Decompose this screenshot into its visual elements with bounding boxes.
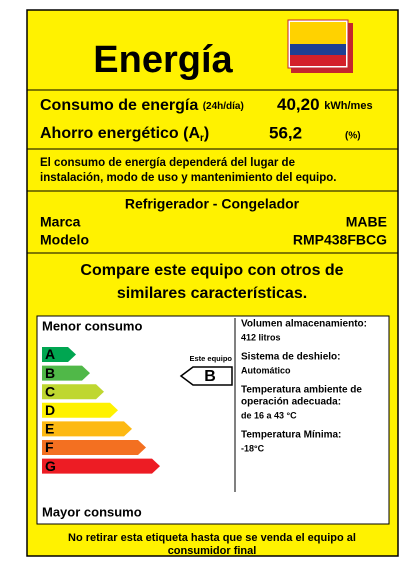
notice-line: El consumo de energía dependerá del luga… (40, 157, 295, 169)
spec-value: -18°C (241, 443, 265, 453)
rating-pointer (179, 366, 233, 386)
scale-class: B (45, 365, 55, 381)
consumption-label: Consumo de energía (24h/día) (40, 97, 244, 114)
savings-unit: (%) (345, 131, 361, 142)
rating: B (204, 368, 216, 385)
spec-value: 412 litros (241, 332, 281, 342)
scale-bar (42, 440, 146, 455)
spec-value: Automático (241, 365, 291, 375)
spec-label: Temperatura ambiente de (241, 385, 362, 396)
brand-label: Marca (40, 214, 81, 230)
consumption-value: 40,20 kWh/mes (277, 95, 373, 114)
scale-class: C (45, 383, 55, 399)
spec-value: de 16 a 43 °C (241, 410, 297, 420)
scale-bar (42, 458, 160, 474)
scale-top-label: Menor consumo (42, 318, 142, 333)
scale-class: E (45, 421, 54, 437)
compare-line: Compare este equipo con otros de (80, 262, 343, 279)
scale-class: F (45, 439, 54, 455)
scale-class: D (45, 402, 55, 418)
scale-bar (42, 347, 76, 362)
scale-panel (36, 315, 390, 525)
model-label: Modelo (40, 232, 89, 248)
model: RMP438FBCG (293, 232, 387, 248)
pointer-label: Este equipo (189, 354, 232, 363)
specs: Volumen almacenamiento: 412 litros Sistema… (241, 319, 367, 454)
scale-bar (42, 402, 118, 418)
scale-bar (42, 384, 104, 400)
spec-label: Volumen almacenamiento: (241, 319, 367, 330)
notice-line: instalación, modo de uso y mantenimiento… (40, 172, 336, 184)
savings-value: 56,2 (269, 123, 302, 142)
scale-bottom-label: Mayor consumo (42, 504, 142, 519)
compare-line: similares características. (117, 285, 307, 302)
scale-class: G (45, 458, 56, 474)
flag (287, 19, 353, 73)
spec-label: Temperatura Mínima: (241, 430, 341, 441)
spec-label: operación adecuada: (241, 397, 341, 408)
savings-label: Ahorro energético (Ar) (40, 125, 209, 143)
footer-line: No retirar esta etiqueta hasta que se ve… (68, 532, 356, 544)
footer-line: consumidor final (168, 545, 257, 557)
scale-class: A (45, 346, 55, 362)
scale-bar (42, 365, 90, 381)
scale-bar (42, 421, 132, 437)
spec-label: Sistema de deshielo: (241, 352, 340, 363)
brand: MABE (346, 214, 387, 230)
product-type: Refrigerador - Congelador (125, 196, 300, 212)
title: Energía (93, 39, 233, 81)
